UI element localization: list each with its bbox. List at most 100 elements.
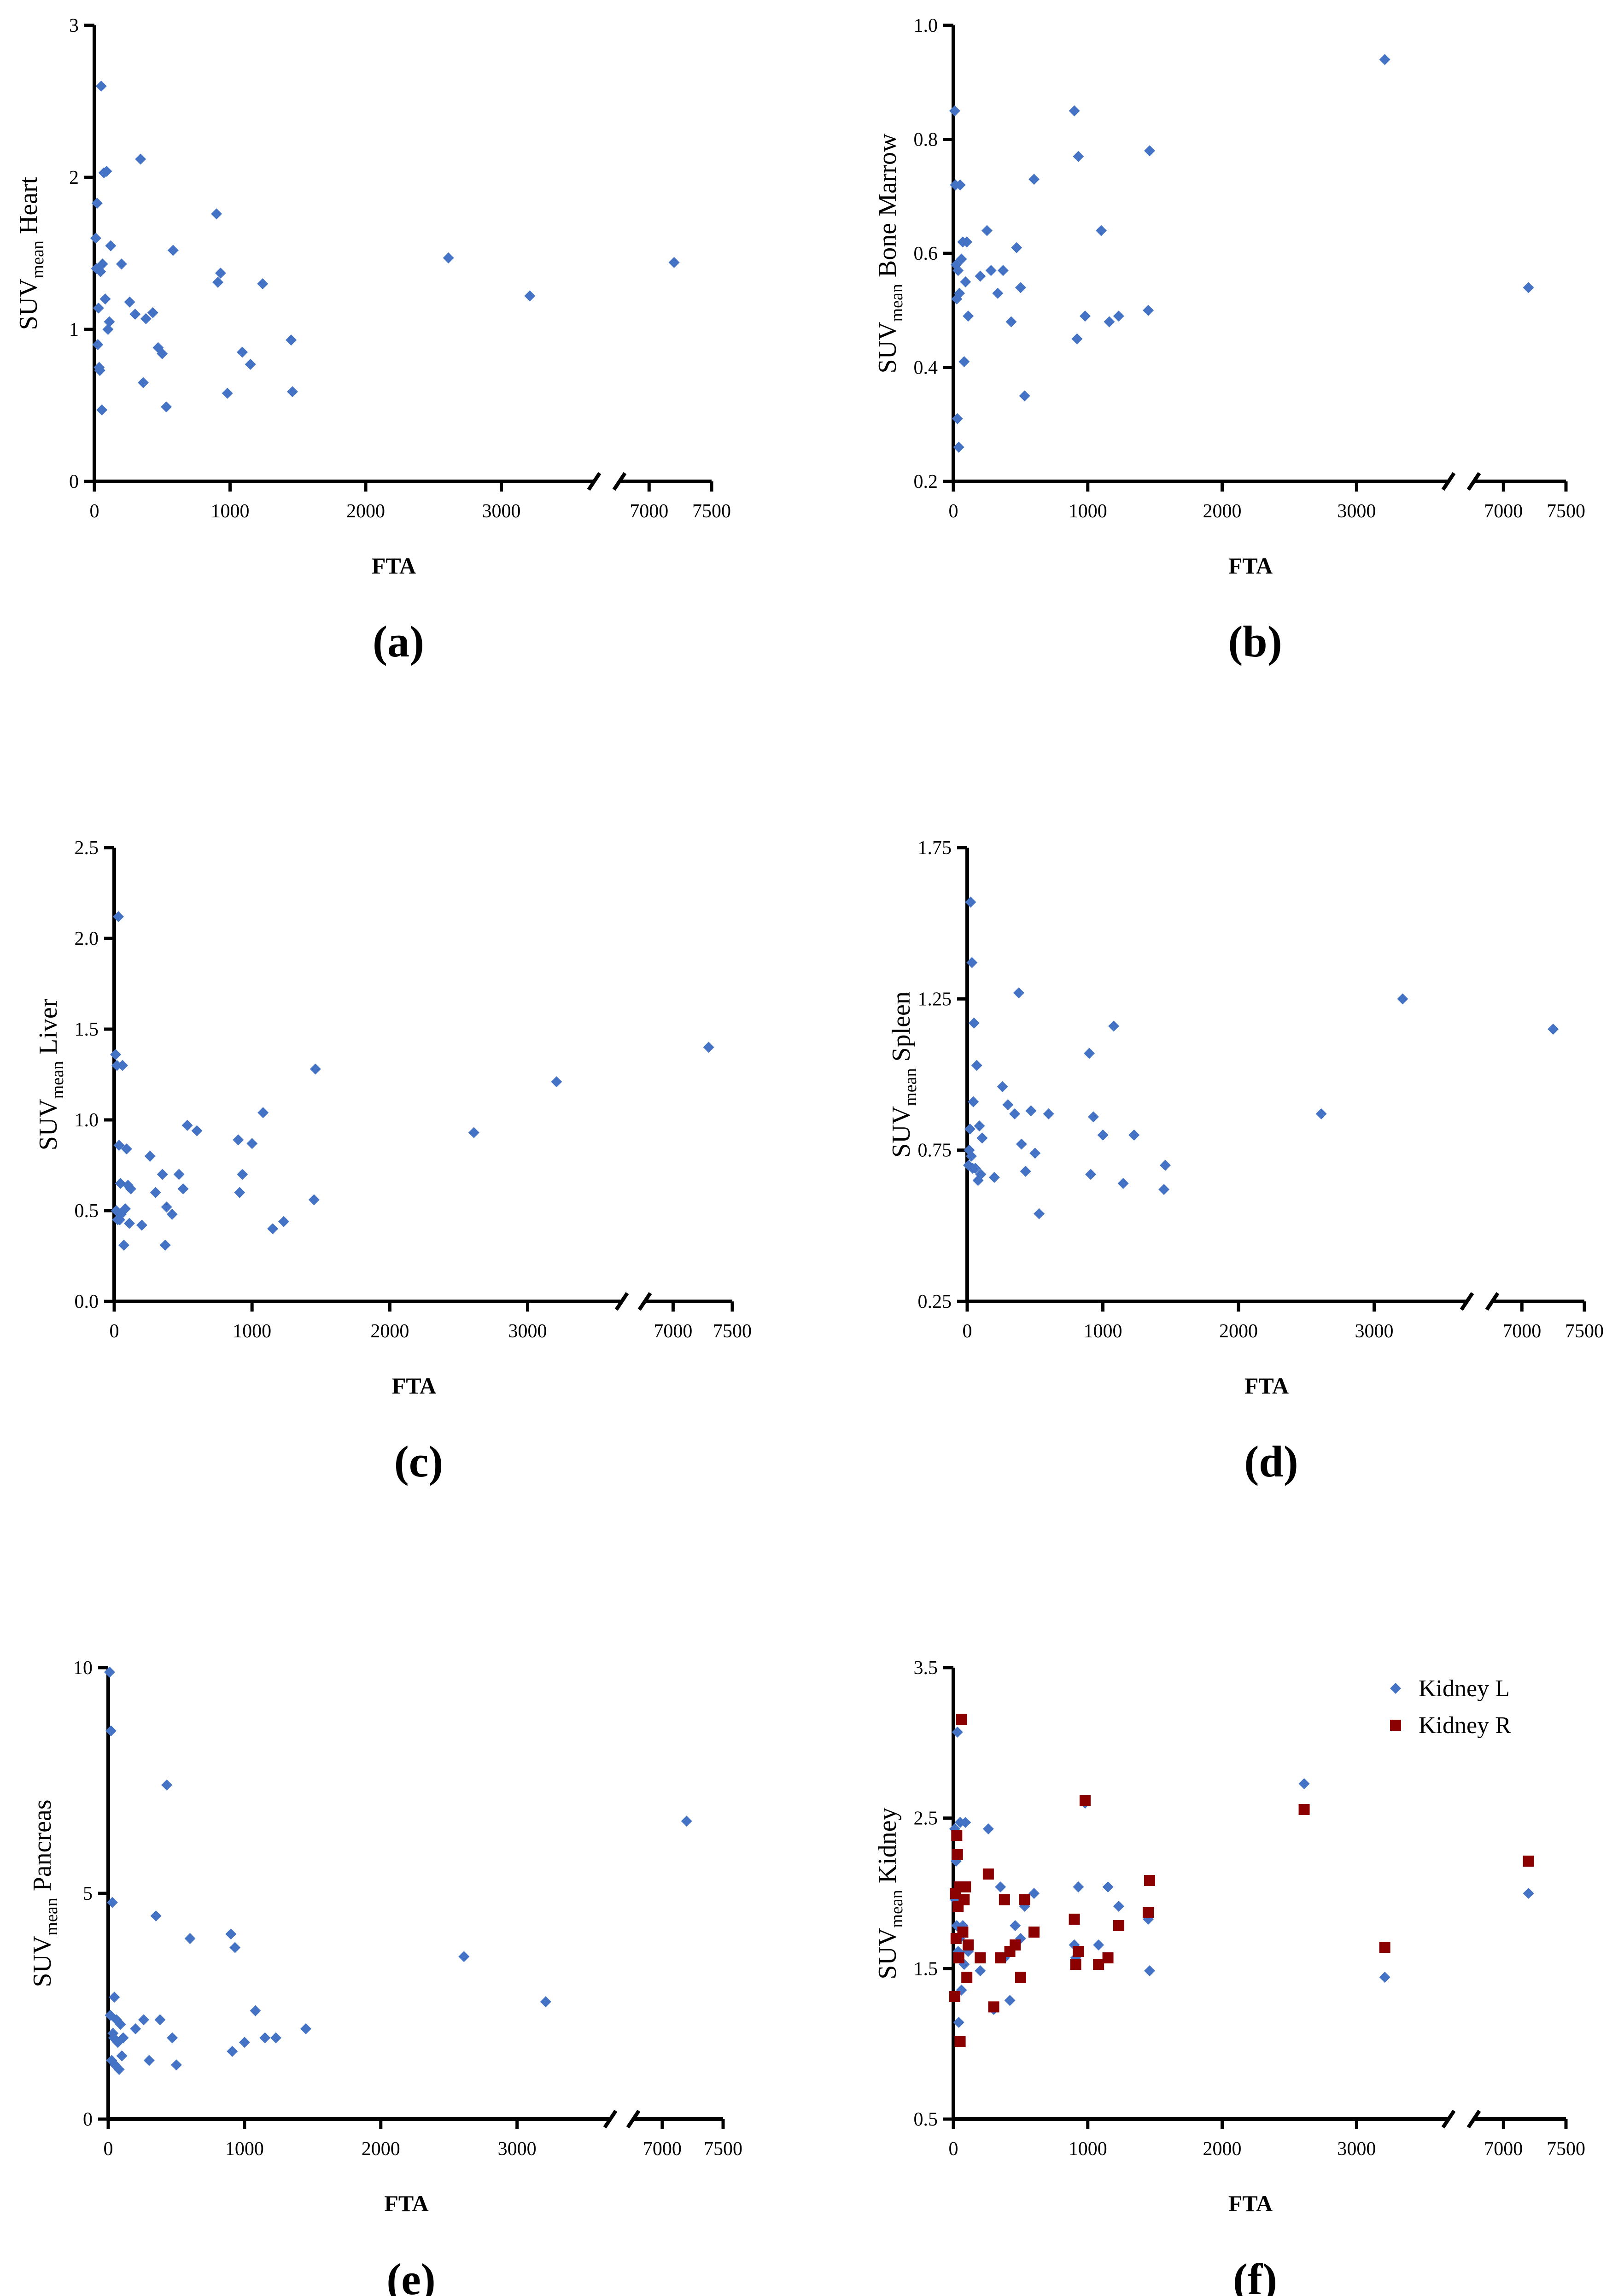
y-axis-label-subscript: mean [901,1068,920,1106]
series-suvmean-liver [110,911,714,1251]
data-point [982,1823,994,1834]
data-point [1379,1942,1390,1953]
axis-break-mark [1441,2109,1456,2129]
data-point [954,179,966,191]
data-point [112,911,124,922]
x-axis-label: FTA [1228,553,1273,579]
data-point [1025,1105,1037,1117]
data-point [99,293,111,305]
data-point [287,386,298,398]
data-point [963,310,974,322]
data-point [310,1063,321,1075]
data-point [960,1817,971,1828]
x-tick-label: 0 [90,501,99,522]
y-tick-label: 3.5 [914,1658,938,1679]
data-point [117,1060,128,1071]
data-point [300,2023,312,2034]
data-point [246,1138,258,1149]
data-point [104,316,115,328]
data-point [1028,1888,1040,1899]
x-tick-label: 7500 [1565,1321,1604,1342]
y-axis-label-prefix: SUV [28,1936,57,1987]
data-point [123,1218,135,1229]
data-point [115,1177,126,1189]
y-axis-label-subscript: mean [887,284,906,322]
panel-a: 0 1 2 3 0 1000 2000 3000 7000 7500 FTA SUVmean Hear… [14,15,731,666]
y-axis-label: SUVmean Kidney [873,1807,906,1979]
data-point [1029,1148,1041,1159]
data-point [112,2037,123,2048]
axis-break-mark [637,1292,652,1311]
x-axis-label: FTA [372,553,416,579]
y-tick-label: 1.75 [918,838,952,859]
data-point [105,1725,117,1737]
data-point [233,1134,244,1146]
data-point [960,276,971,287]
data-point [957,1927,969,1938]
data-point [101,165,112,177]
data-point [105,240,117,252]
x-tick-label: 2000 [370,1321,409,1342]
y-axis-label-prefix: SUV [34,1099,63,1150]
data-point [130,2023,141,2034]
data-point [975,1169,987,1180]
data-point [999,1894,1010,1905]
data-point [997,1081,1008,1092]
data-point [154,2014,166,2026]
legend-marker [1390,1683,1401,1694]
data-point [1523,1888,1534,1899]
x-tick-label: 7000 [643,2138,682,2160]
data-point [1144,1965,1155,1976]
data-point [96,404,108,416]
data-point [956,1714,967,1725]
data-point [960,1881,971,1892]
panel-f: 0.5 1.5 2.5 3.5 0 1000 2000 3000 7000 7500 FTA SUVm… [873,1658,1585,2296]
y-tick-label: 1.0 [914,15,938,36]
data-point [257,278,269,289]
data-point [551,1076,562,1088]
data-point [95,81,107,92]
y-tick-label: 1.0 [75,1110,99,1131]
data-point [524,290,536,302]
data-point [1079,310,1091,322]
panel-label: (b) [1228,617,1282,666]
y-axis-label-suffix: Spleen [887,991,916,1068]
panel-e: 0 5 10 0 1000 2000 3000 7000 7500 FTA SUVmean Panc… [28,1658,742,2296]
data-point [988,1171,1000,1183]
x-tick-label: 1000 [211,501,250,522]
x-tick-label: 2000 [1203,501,1242,522]
y-tick-label: 2 [69,167,79,188]
data-point [181,1119,193,1131]
data-point [953,2017,964,2028]
data-point [954,287,965,299]
axis-break-mark [626,2109,641,2129]
data-point [1144,1875,1155,1886]
y-axis-label-prefix: SUV [873,322,902,373]
data-point [212,276,224,288]
data-point [956,253,967,265]
x-tick-label: 7500 [1547,501,1585,522]
data-point [952,265,964,276]
data-point [104,1666,115,1678]
data-point [257,1107,269,1119]
x-tick-label: 7000 [630,501,668,522]
data-point [1397,993,1408,1005]
x-tick-label: 7500 [704,2138,742,2160]
data-point [121,1143,132,1155]
data-point [91,198,103,209]
data-point [1093,1939,1104,1950]
x-tick-label: 2000 [1219,1321,1258,1342]
y-tick-label: 2.5 [75,838,99,859]
data-point [963,1939,974,1950]
y-tick-label: 10 [73,1658,93,1679]
axis-break-mark [1460,1292,1474,1311]
data-point [1085,1169,1097,1180]
data-point [136,1219,147,1231]
x-tick-label: 1000 [1069,501,1107,522]
series-kidney-r [949,1714,1534,2047]
data-point [211,208,222,220]
data-point [975,270,986,282]
data-point [115,2019,126,2030]
data-point [952,1727,963,1738]
x-tick-label: 7000 [1502,1321,1541,1342]
